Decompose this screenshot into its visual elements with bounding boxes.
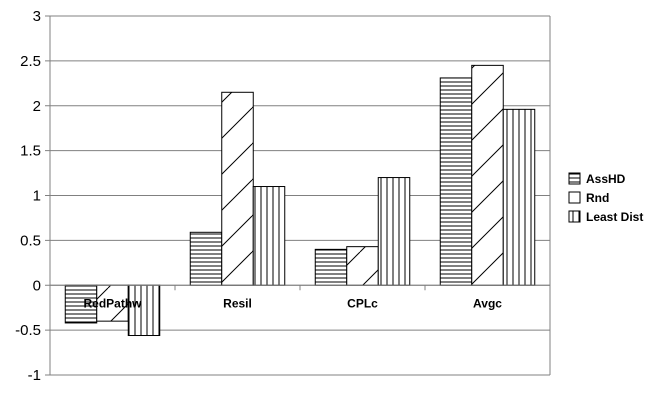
y-tick-labels: 3 2.5 2 1.5 1 0.5 0 -0.5 -1 [15,8,41,384]
bars [64,64,536,337]
bar-rnd-cplc [346,246,379,286]
legend-label: Least Dist [586,210,643,224]
y-tick-label: 2.5 [20,53,41,70]
axes [45,15,551,376]
legend-swatch [568,191,581,204]
category-label: CPLc [347,296,378,310]
bar-least-dist-cplc [377,177,411,286]
y-tick-label: 0 [33,277,41,294]
y-tick-label: 2 [33,98,41,115]
bar-least-dist-redpathw [127,284,161,337]
category-label: RedPathw [83,296,142,310]
bar-asshd-cplc [314,248,348,286]
category-label: Resil [223,296,252,310]
y-tick-label: 0.5 [20,232,41,249]
bar-asshd-avgc [439,77,473,286]
y-tick-label: -0.5 [15,322,41,339]
legend-label: AssHD [586,172,626,186]
y-tick-label: -1 [28,367,41,384]
legend-swatch [568,210,581,223]
bar-asshd-resil [189,231,223,286]
legend-swatch [568,172,581,185]
bar-rnd-redpathw [96,284,129,322]
bar-rnd-resil [221,91,254,286]
bar-rnd-avgc [471,64,504,286]
bar-least-dist-avgc [502,108,536,286]
legend-label: Rnd [586,191,609,205]
bar-least-dist-resil [252,186,286,286]
y-tick-label: 3 [33,8,41,25]
legend: AssHD Rnd Least Dist [568,172,643,224]
y-tick-label: 1.5 [20,143,41,160]
category-label: Avgc [473,296,502,310]
y-tick-label: 1 [33,188,41,205]
category-labels: RedPathw Resil CPLc Avgc [83,296,502,310]
